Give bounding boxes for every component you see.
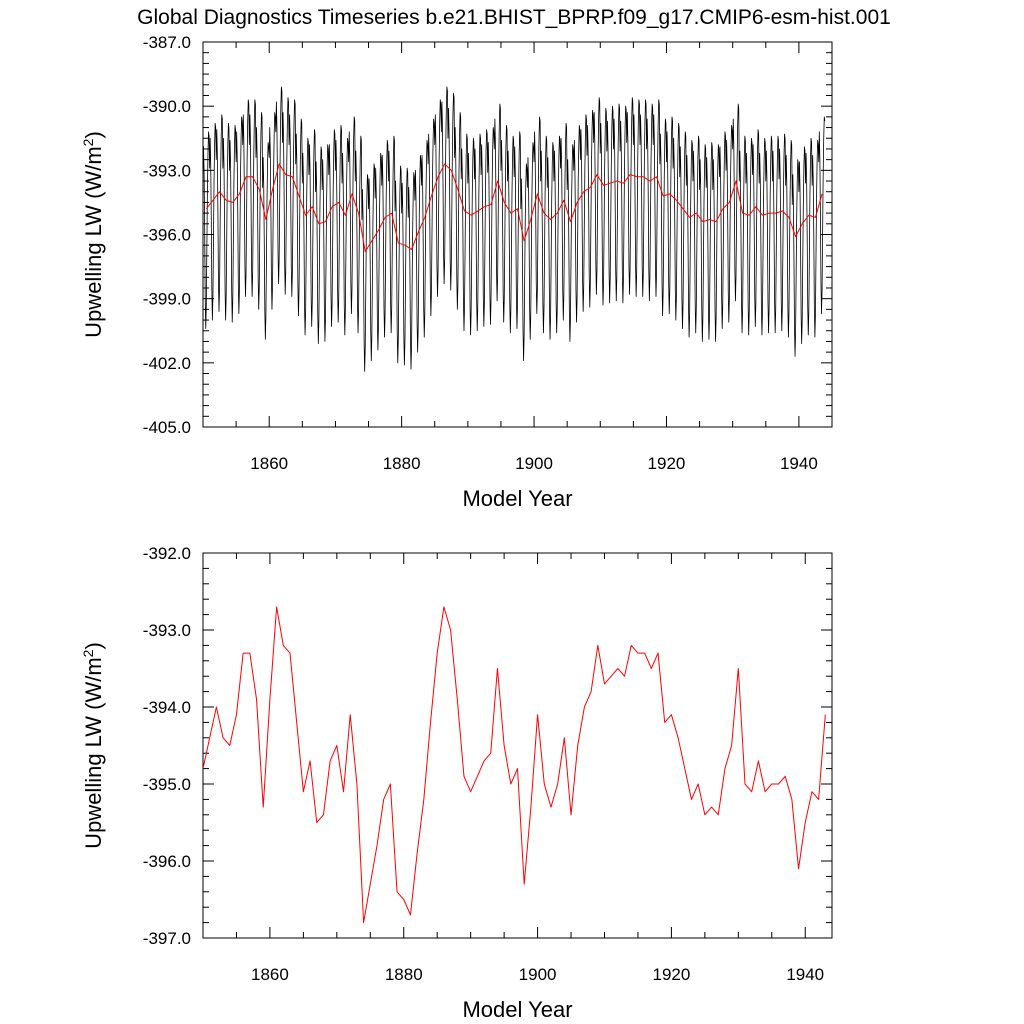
y-tick-label: -405.0 — [143, 418, 191, 437]
x-tick-label: 1920 — [652, 965, 690, 984]
y-tick-label: -396.0 — [143, 226, 191, 245]
y-axis-title: Upwelling LW (W/m2) — [80, 642, 106, 849]
y-tick-label: -396.0 — [143, 852, 191, 871]
y-axis-title: Upwelling LW (W/m2) — [80, 131, 106, 338]
annual-mean-series-line — [203, 606, 826, 924]
y-tick-label: -402.0 — [143, 354, 191, 373]
x-tick-label: 1900 — [515, 454, 553, 473]
x-axis-title: Model Year — [462, 997, 572, 1022]
x-tick-label: 1940 — [780, 454, 818, 473]
y-axis-title-superscript: 2 — [80, 138, 96, 146]
x-tick-label: 1880 — [385, 965, 423, 984]
figure-title: Global Diagnostics Timeseries b.e21.BHIS… — [137, 6, 891, 29]
monthly-series-line — [203, 86, 826, 372]
y-tick-label: -392.0 — [143, 544, 191, 563]
y-axis-title-text: Upwelling LW (W/m — [81, 146, 106, 338]
top-panel: 1860 1880 1900 1920 1940 -387.0 -390.0 -393.0 -3… — [80, 33, 833, 511]
x-tick-label: 1920 — [648, 454, 686, 473]
y-tick-label: -393.0 — [143, 161, 191, 180]
y-tick-label: -397.0 — [143, 929, 191, 948]
x-tick-label: 1900 — [519, 965, 557, 984]
y-tick-label: -399.0 — [143, 290, 191, 309]
y-axis-title-close: ) — [81, 131, 106, 138]
y-tick-label: -387.0 — [143, 33, 191, 52]
y-tick-label: -393.0 — [143, 621, 191, 640]
y-tick-label: -394.0 — [143, 698, 191, 717]
x-tick-label: 1860 — [251, 965, 289, 984]
y-tick-label: -390.0 — [143, 97, 191, 116]
x-tick-label: 1860 — [250, 454, 288, 473]
x-tick-label: 1940 — [786, 965, 824, 984]
bottom-panel: 1860 1880 1900 1920 1940 -392.0 -393.0 -394.0 -3… — [80, 544, 833, 1022]
plot-frame — [202, 552, 833, 939]
annual-mean-series-line — [205, 163, 823, 253]
x-axis-title: Model Year — [462, 486, 572, 511]
y-tick-label: -395.0 — [143, 775, 191, 794]
y-axis-title-superscript: 2 — [80, 649, 96, 657]
y-axis-title-text: Upwelling LW (W/m — [81, 657, 106, 849]
y-axis-title-close: ) — [81, 642, 106, 649]
x-tick-label: 1880 — [383, 454, 421, 473]
